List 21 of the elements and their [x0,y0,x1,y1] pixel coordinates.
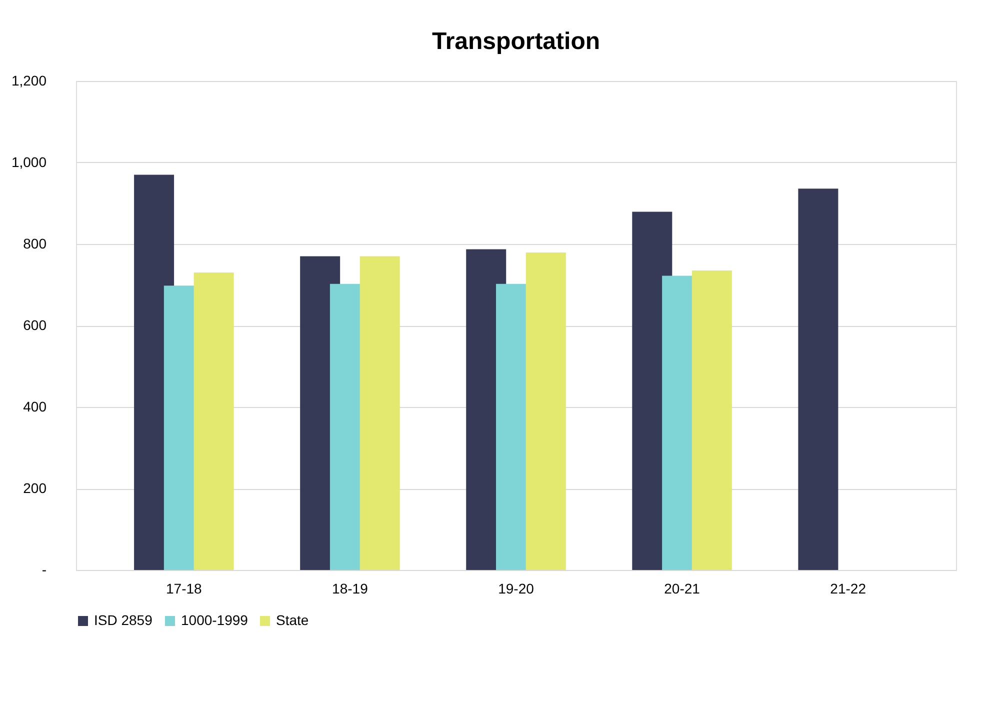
legend-label: State [276,612,309,628]
chart-title: Transportation [432,28,600,55]
y-tick-label: 600 [23,317,47,333]
x-tick-label: 19-20 [498,580,534,596]
legend-label: 1000-1999 [181,612,248,628]
y-tick-label: 1,000 [11,154,47,170]
x-tick-label: 18-19 [332,580,368,596]
y-tick-label: 200 [23,480,47,496]
bar [692,270,732,570]
x-tick-label: 20-21 [664,580,700,596]
y-tick-label: 800 [23,236,47,252]
legend-label: ISD 2859 [94,612,153,628]
x-tick-label: 17-18 [166,580,202,596]
bar [360,256,400,570]
bar [194,272,234,570]
y-tick-label: - [42,562,47,578]
bar [798,188,838,570]
bar [526,252,566,570]
x-tick-label: 21-22 [830,580,866,596]
y-tick-label: 1,200 [11,72,47,88]
y-tick-label: 400 [23,398,47,414]
